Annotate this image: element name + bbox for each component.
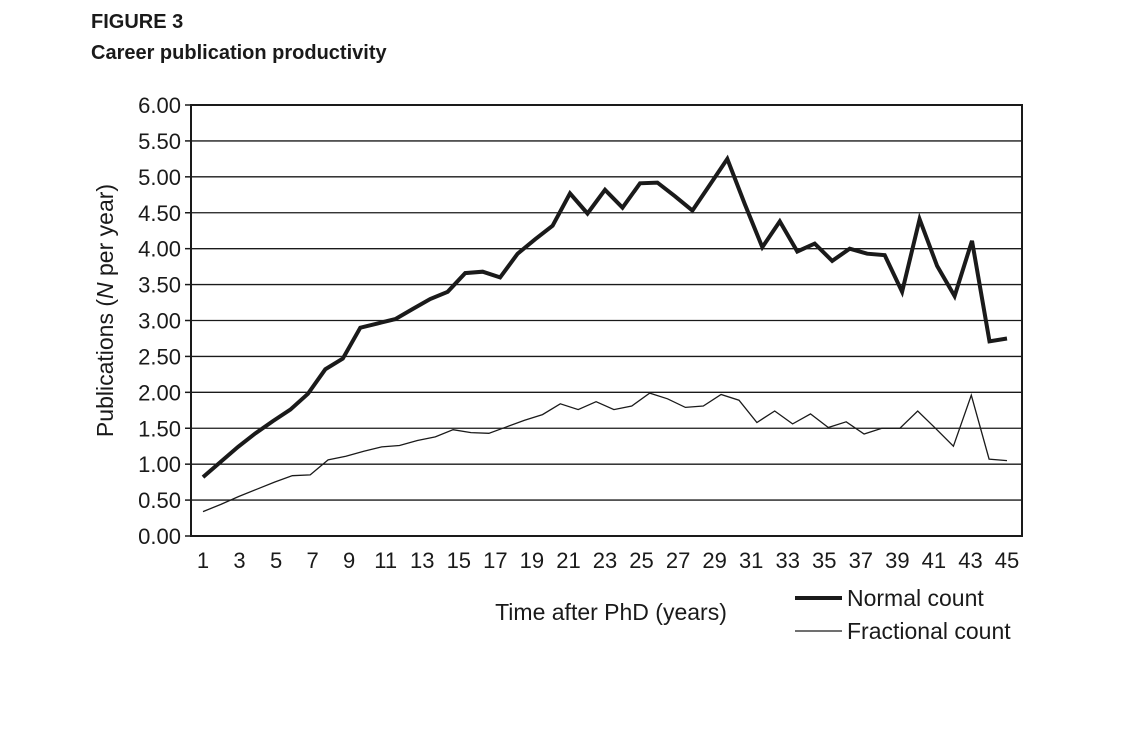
x-tick-label: 9 <box>343 548 355 573</box>
x-tick-label: 41 <box>922 548 946 573</box>
x-tick-label: 13 <box>410 548 434 573</box>
x-tick-label: 43 <box>958 548 982 573</box>
x-tick-label: 33 <box>775 548 799 573</box>
y-tick-label: 5.50 <box>138 129 181 154</box>
series-line-normal-count <box>201 154 1008 479</box>
y-tick-label: 1.00 <box>138 452 181 477</box>
x-tick-label: 31 <box>739 548 763 573</box>
y-tick-label: 5.00 <box>138 165 181 190</box>
y-tick-label: 2.50 <box>138 344 181 369</box>
y-axis-label-suffix: per year) <box>92 184 118 282</box>
x-tick-label: 19 <box>520 548 544 573</box>
y-tick-label: 2.00 <box>138 380 181 405</box>
x-tick-label: 39 <box>885 548 909 573</box>
series-layer <box>201 154 1008 513</box>
y-tick-label: 1.50 <box>138 416 181 441</box>
y-tick-label: 0.00 <box>138 524 181 549</box>
series-line-fractional-count <box>202 392 1008 513</box>
y-axis-label-italic: N <box>92 282 118 299</box>
grid-lines <box>191 140 1022 501</box>
x-tick-label: 1 <box>197 548 209 573</box>
legend-fractional-count-label: Fractional count <box>847 618 1011 644</box>
y-tick-label: 4.50 <box>138 201 181 226</box>
figure-label: FIGURE 3 <box>91 11 184 33</box>
x-tick-label: 3 <box>233 548 245 573</box>
y-axis: 0.00 0.50 1.00 1.50 2.00 2.50 3.00 3.50 4.00 4.50… <box>138 93 191 549</box>
x-tick-label: 11 <box>374 548 397 573</box>
y-tick-label: 6.00 <box>138 93 181 118</box>
x-tick-label: 35 <box>812 548 836 573</box>
x-tick-label: 29 <box>702 548 726 573</box>
x-tick-label: 37 <box>849 548 873 573</box>
x-tick-label: 27 <box>666 548 690 573</box>
x-tick-label: 23 <box>593 548 617 573</box>
y-axis-label-prefix: Publications ( <box>92 299 118 437</box>
x-axis-label: Time after PhD (years) <box>495 599 727 625</box>
y-tick-label: 3.50 <box>138 273 181 298</box>
x-tick-label: 5 <box>270 548 282 573</box>
x-tick-label: 7 <box>307 548 319 573</box>
y-tick-label: 3.00 <box>138 309 181 334</box>
figure-title: Career publication productivity <box>91 42 387 64</box>
legend: Normal count Fractional count <box>795 585 1011 644</box>
x-tick-label: 21 <box>556 548 580 573</box>
x-tick-label: 45 <box>995 548 1019 573</box>
x-tick-label: 17 <box>483 548 507 573</box>
legend-normal-count-label: Normal count <box>847 585 984 611</box>
y-tick-label: 4.00 <box>138 237 181 262</box>
x-tick-label: 25 <box>629 548 653 573</box>
y-axis-label: Publications (N per year) <box>92 184 118 437</box>
y-tick-label: 0.50 <box>138 488 181 513</box>
x-axis: 1 3 5 7 9 11 13 15 17 19 21 23 25 27 29 31 33 35 37 39 41 43 4… <box>197 548 1019 573</box>
x-tick-label: 15 <box>447 548 471 573</box>
